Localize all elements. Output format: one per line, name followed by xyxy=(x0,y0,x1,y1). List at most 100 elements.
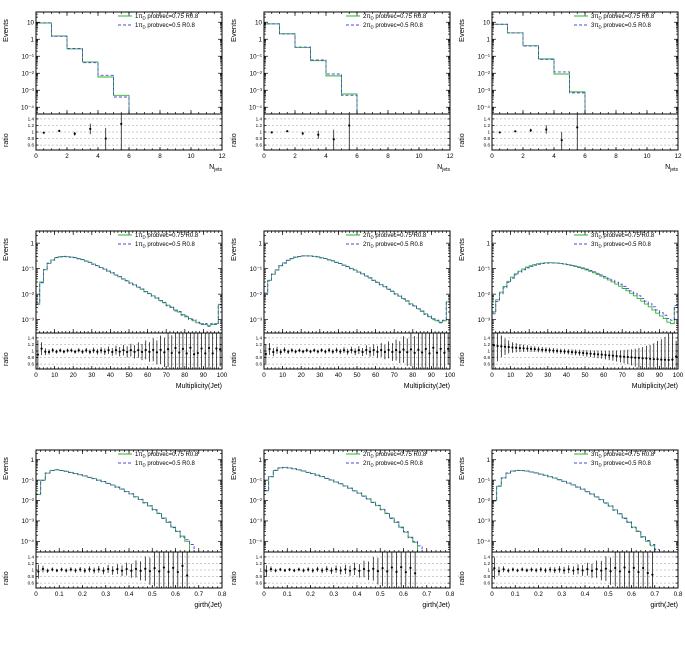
x-tick-label: 0.3 xyxy=(329,591,338,598)
x-tick-label: 0.2 xyxy=(78,591,87,598)
x-tick-label: 0.3 xyxy=(101,591,110,598)
ratio-tick-label: 1.2 xyxy=(256,342,263,347)
x-tick-label: 6 xyxy=(127,153,131,160)
y-tick-label: 10⁻⁴ xyxy=(249,104,262,111)
legend-label: 2πD probvec=0.5 R0.8 xyxy=(363,461,424,468)
ratio-tick-label: 1.2 xyxy=(484,342,491,347)
y-tick-label: 10⁻² xyxy=(22,291,34,298)
ratio-marker xyxy=(270,131,273,134)
ratio-marker xyxy=(152,348,155,351)
ratio-marker xyxy=(265,569,268,573)
series-probvec05-line xyxy=(264,23,358,114)
chart-cell: 10 1 10⁻¹ 10⁻² 10⁻³ 10⁻⁴ 0.6 0.8 1 1.2 1.4 0 2 4 6 8 10 1… xyxy=(0,0,228,219)
ratio-marker xyxy=(122,349,125,352)
ratio-marker xyxy=(553,569,556,572)
y-tick-label: 10⁻¹ xyxy=(250,477,262,484)
ratio-marker xyxy=(619,355,622,358)
ratio-marker xyxy=(186,574,189,577)
x-tick-label: 0.1 xyxy=(55,591,64,598)
ratio-marker xyxy=(414,572,417,575)
x-tick-label: 0.5 xyxy=(376,591,385,598)
ratio-tick-label: 0.6 xyxy=(484,581,491,586)
ratio-marker xyxy=(521,568,524,571)
ratio-marker xyxy=(502,568,505,571)
ratio-marker xyxy=(522,347,525,350)
y-tick-label: 1 xyxy=(258,240,262,247)
y-tick-label: 10⁻¹ xyxy=(22,477,34,484)
x-tick-label: 0.3 xyxy=(557,591,566,598)
ratio-marker xyxy=(104,137,107,140)
legend-label: 1πD probvec=0.5 R0.8 xyxy=(135,461,196,468)
ratio-marker xyxy=(81,350,84,353)
ratio-marker xyxy=(301,132,304,135)
x-tick-label: 2 xyxy=(521,153,525,160)
series-probvec05-line xyxy=(492,262,678,333)
ratio-tick-label: 0.6 xyxy=(28,143,35,148)
x-tick-label: 0 xyxy=(490,372,494,379)
ratio-tick-label: 1.4 xyxy=(256,117,263,122)
ratio-marker xyxy=(511,568,515,571)
ratio-axis-label: ratio xyxy=(3,133,10,147)
ratio-marker xyxy=(515,346,518,349)
ratio-marker xyxy=(618,570,621,573)
ratio-marker xyxy=(77,349,80,352)
ratio-marker xyxy=(387,348,390,352)
ratio-tick-label: 0.8 xyxy=(28,136,35,141)
y-tick-label: 10⁻¹ xyxy=(478,266,490,273)
ratio-marker xyxy=(172,566,175,570)
ratio-marker xyxy=(645,357,648,360)
x-tick-label: 0 xyxy=(34,372,38,379)
ratio-marker xyxy=(325,568,328,571)
y-tick-label: 10⁻⁴ xyxy=(21,104,34,111)
ratio-marker xyxy=(163,351,166,354)
ratio-marker xyxy=(562,569,566,572)
x-tick-label: 0 xyxy=(262,372,266,379)
x-tick-label: 100 xyxy=(217,372,228,379)
ratio-marker xyxy=(525,569,528,572)
ratio-marker xyxy=(541,348,544,351)
ratio-marker xyxy=(383,350,386,354)
ratio-points xyxy=(37,552,189,588)
x-tick-label: 10 xyxy=(279,372,287,379)
x-axis-label: Njets xyxy=(209,164,222,173)
y-tick-label: 1 xyxy=(258,457,262,464)
ratio-marker xyxy=(567,350,570,353)
ratio-marker xyxy=(269,568,273,571)
ratio-marker xyxy=(404,571,407,574)
x-tick-label: 8 xyxy=(386,153,390,160)
ratio-tick-label: 1.4 xyxy=(484,336,491,341)
ratio-marker xyxy=(539,568,542,571)
ratio-tick-label: 1 xyxy=(31,349,34,354)
x-tick-label: 0.8 xyxy=(674,591,683,598)
legend-label: 2πD probvec=0.75 R0.8 xyxy=(363,14,427,21)
ratio-marker xyxy=(211,352,214,355)
x-tick-label: 0.8 xyxy=(218,591,227,598)
ratio-marker xyxy=(585,352,588,355)
chart-cell: 1 10⁻¹ 10⁻² 10⁻³ 0.6 0.8 1 1.2 1.4 0 10 20 30 40 50 60 7… xyxy=(0,219,228,438)
x-tick-label: 4 xyxy=(96,153,100,160)
ratio-marker xyxy=(596,353,600,356)
ratio-marker xyxy=(106,567,110,571)
ratio-marker xyxy=(406,351,409,354)
ratio-marker xyxy=(634,356,637,359)
ratio-tick-label: 0.6 xyxy=(28,581,35,586)
ratio-axis-label: ratio xyxy=(231,571,238,585)
ratio-marker xyxy=(283,569,287,572)
ratio-points xyxy=(492,333,678,369)
ratio-marker xyxy=(443,351,446,354)
chart-cell: 1 10⁻¹ 10⁻² 10⁻³ 10⁻⁴ 0.6 0.8 1 1.2 1.4 0 0.1 0.2 0.3… xyxy=(0,438,228,657)
ratio-marker xyxy=(353,567,356,570)
series-probvec05-line xyxy=(264,466,423,552)
ratio-marker xyxy=(611,354,614,357)
x-tick-label: 0 xyxy=(262,591,266,598)
ratio-tick-label: 0.6 xyxy=(484,143,491,148)
ratio-points xyxy=(498,114,579,150)
legend-label: 2πD probvec=0.75 R0.8 xyxy=(363,233,427,240)
legend-label: 3πD probvec=0.75 R0.8 xyxy=(591,233,655,240)
ratio-marker xyxy=(60,568,63,571)
ratio-marker xyxy=(93,569,96,572)
x-tick-label: 70 xyxy=(163,372,171,379)
x-tick-label: 70 xyxy=(391,372,399,379)
x-tick-label: 0 xyxy=(490,591,494,598)
